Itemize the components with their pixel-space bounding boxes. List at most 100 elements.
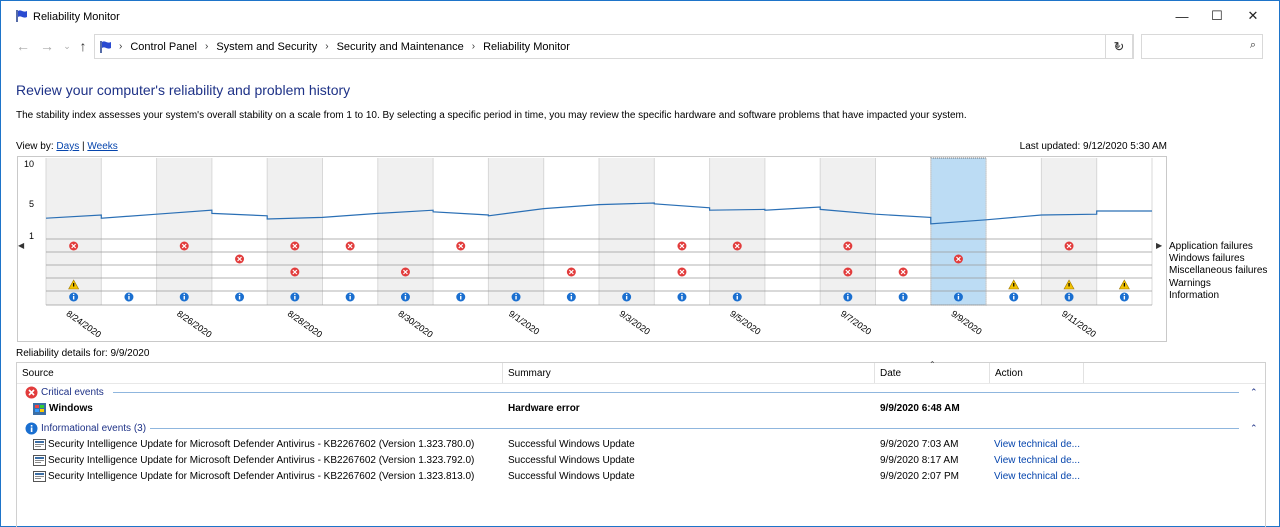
collapse-informational-icon[interactable]: ⌃: [1250, 423, 1258, 433]
date-tick-label: 9/7/2020: [839, 308, 873, 336]
group-rule: [113, 392, 1239, 393]
information-icon-mark: [625, 296, 628, 300]
information-icon-dot: [957, 293, 960, 296]
legend-information: Information: [1169, 290, 1220, 301]
page-description: The stability index assesses your system…: [16, 110, 967, 121]
information-icon-mark: [404, 296, 407, 300]
collapse-critical-icon[interactable]: ⌃: [1250, 387, 1258, 397]
information-icon-dot: [902, 293, 904, 296]
y-tick-label: 10: [24, 159, 34, 169]
table-row[interactable]: Security Intelligence Update for Microso…: [17, 469, 1265, 485]
address-bar[interactable]: › Control Panel › System and Security › …: [94, 34, 1134, 59]
table-row[interactable]: Security Intelligence Update for Microso…: [17, 437, 1265, 453]
windows-failure-icon-mark: [237, 256, 242, 262]
misc-failure-icon-mark: [845, 269, 851, 275]
row-summary: Hardware error: [508, 403, 580, 414]
application-failure-icon-mark: [1066, 243, 1072, 249]
breadcrumb-system-security[interactable]: System and Security: [216, 41, 318, 53]
column-source[interactable]: Source: [17, 363, 503, 383]
misc-failure-icon-mark: [403, 269, 408, 275]
warning-icon-mark: [1123, 283, 1125, 287]
information-icon-mark: [902, 296, 904, 300]
day-column-shade: [709, 158, 765, 305]
breadcrumb-separator: ›: [119, 41, 123, 52]
information-icon-mark: [1068, 296, 1070, 300]
information-icon-mark: [957, 296, 960, 300]
up-arrow-icon[interactable]: ↑: [79, 38, 87, 54]
breadcrumb-security-maintenance[interactable]: Security and Maintenance: [336, 41, 464, 53]
breadcrumb-separator: ›: [205, 41, 209, 52]
row-source: Windows: [49, 403, 93, 414]
back-arrow-icon[interactable]: ←: [16, 38, 30, 54]
row-date: 9/9/2020 7:03 AM: [880, 439, 959, 450]
group-rule: [150, 428, 1239, 429]
forward-arrow-icon[interactable]: →: [40, 38, 54, 54]
information-icon-dot: [515, 293, 517, 296]
row-source: Security Intelligence Update for Microso…: [48, 455, 475, 466]
flag-icon: [100, 41, 111, 53]
address-dropdown-icon[interactable]: ⌄: [1113, 39, 1123, 51]
breadcrumb-reliability-monitor[interactable]: Reliability Monitor: [483, 41, 570, 53]
application-failure-icon-mark: [679, 243, 685, 249]
date-tick-label: 9/1/2020: [507, 308, 541, 336]
application-failure-icon-mark: [458, 243, 464, 249]
column-date[interactable]: Date: [875, 363, 990, 383]
day-column-shade: [156, 158, 212, 305]
informational-events-group[interactable]: Informational events (3): [25, 422, 1239, 435]
row-source: Security Intelligence Update for Microso…: [48, 471, 475, 482]
information-icon-mark: [515, 296, 517, 300]
view-weeks-link[interactable]: Weeks: [87, 141, 118, 152]
date-tick-label: 9/5/2020: [728, 308, 762, 336]
chart-scroll-left-icon[interactable]: ◀: [18, 241, 25, 250]
legend-misc-failures: Miscellaneous failures: [1169, 265, 1268, 276]
search-icon: ⌕: [1249, 39, 1256, 51]
information-icon-dot: [238, 293, 241, 296]
table-row[interactable]: Windows Hardware error 9/9/2020 6:48 AM: [17, 401, 1265, 417]
search-input[interactable]: ⌕: [1141, 34, 1263, 59]
sort-up-icon: ⌃: [929, 360, 936, 369]
information-icon-mark: [349, 296, 351, 300]
information-icon-mark: [183, 296, 185, 300]
view-separator: |: [81, 141, 85, 152]
column-action[interactable]: Action: [990, 363, 1084, 383]
information-icon-mark: [460, 296, 462, 300]
date-tick-label: 9/11/2020: [1060, 308, 1098, 339]
header-divider: [17, 383, 1265, 384]
information-icon-dot: [128, 293, 130, 296]
breadcrumb: › Control Panel › System and Security › …: [119, 41, 570, 53]
address-row: ← → ⌄ ↑ › Control Panel › System and Sec…: [1, 32, 1279, 62]
row-source: Security Intelligence Update for Microso…: [48, 439, 475, 450]
close-button[interactable]: ✕: [1234, 1, 1272, 31]
misc-failure-icon-mark: [679, 269, 685, 275]
application-failure-icon-mark: [292, 243, 298, 249]
recent-chevron-icon[interactable]: ⌄: [63, 41, 71, 51]
close-icon: ✕: [1247, 8, 1259, 23]
information-icon-mark: [238, 296, 241, 300]
table-row[interactable]: Security Intelligence Update for Microso…: [17, 453, 1265, 469]
information-icon-dot: [1013, 293, 1015, 296]
chart-scroll-right-icon[interactable]: ▶: [1156, 241, 1163, 250]
minimize-button[interactable]: —: [1163, 1, 1201, 31]
update-icon: [33, 439, 46, 453]
column-summary[interactable]: Summary: [503, 363, 875, 383]
view-technical-details-link[interactable]: View technical de...: [994, 455, 1080, 466]
breadcrumb-control-panel[interactable]: Control Panel: [130, 41, 197, 53]
legend-app-failures: Application failures: [1169, 241, 1253, 252]
windows-icon: [33, 403, 46, 418]
row-date: 9/9/2020 2:07 PM: [880, 471, 959, 482]
maximize-button[interactable]: ☐: [1198, 1, 1236, 31]
row-summary: Successful Windows Update: [508, 455, 635, 466]
day-column-shade: [267, 158, 323, 305]
refresh-button[interactable]: ↻: [1105, 34, 1133, 59]
information-icon-mark: [1013, 296, 1015, 300]
view-technical-details-link[interactable]: View technical de...: [994, 471, 1080, 482]
view-technical-details-link[interactable]: View technical de...: [994, 439, 1080, 450]
information-icon-dot: [847, 293, 849, 296]
information-icon-mark: [847, 296, 849, 300]
stability-chart[interactable]: 10 5 1 8/24/2020 8/26/2020 8/28/2020 8/30/2020…: [17, 156, 1167, 342]
details-label: Reliability details for: 9/9/2020: [16, 348, 150, 359]
critical-events-group[interactable]: Critical events: [25, 386, 1239, 399]
information-icon-dot: [1123, 293, 1126, 296]
view-days-link[interactable]: Days: [56, 141, 80, 152]
details-table: Source Summary Date Action ⌃ Critical ev…: [16, 360, 1266, 527]
